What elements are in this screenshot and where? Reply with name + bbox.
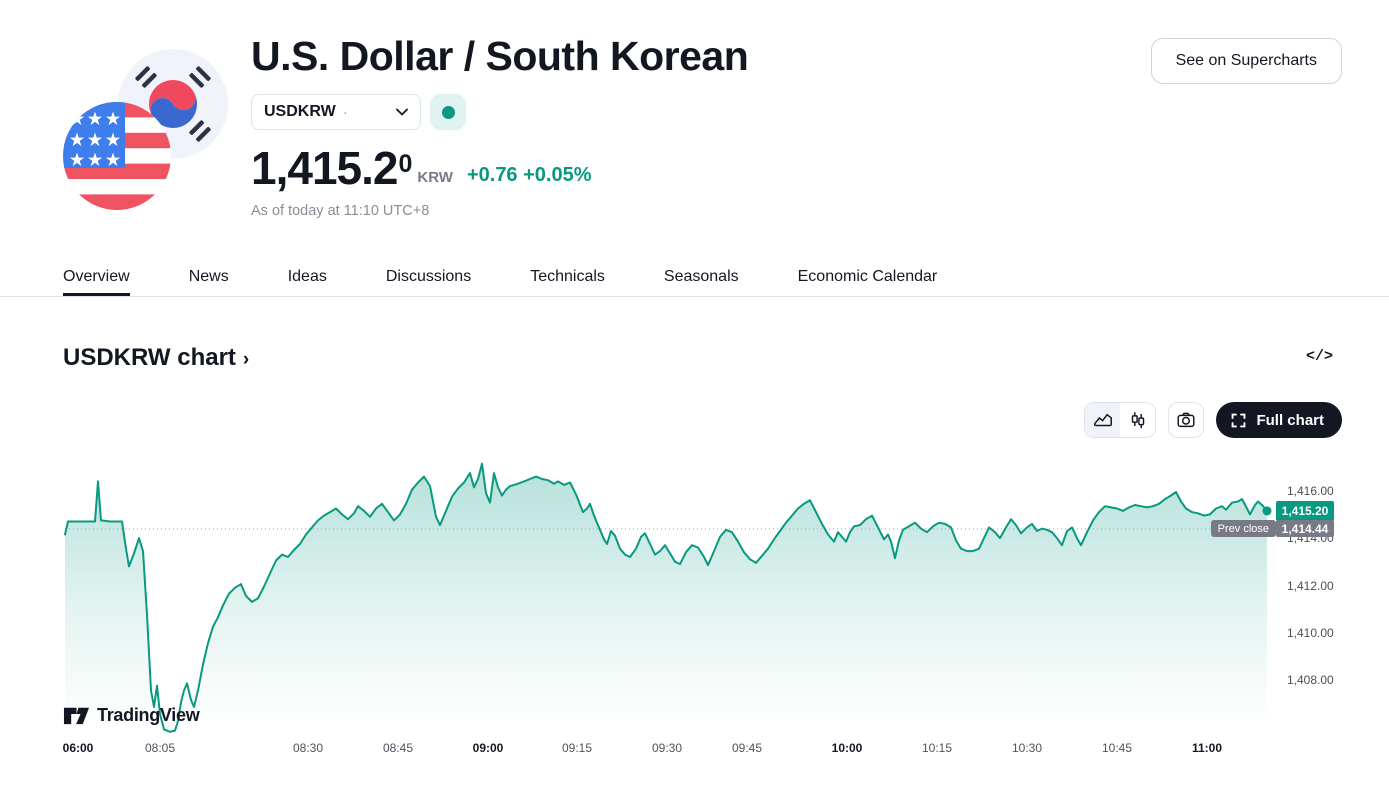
x-axis-label: 10:15 <box>921 741 953 755</box>
y-axis-label: 1,416.00 <box>1287 484 1334 498</box>
y-axis-label: 1,410.00 <box>1287 625 1334 640</box>
x-axis-label: 11:00 <box>1191 741 1223 755</box>
current-price-badge: 1,415.20 <box>1276 500 1334 521</box>
symbol-separator: · <box>342 103 348 121</box>
x-axis-label: 09:00 <box>472 741 504 755</box>
chart-type-toggle <box>1084 402 1157 438</box>
last-price: 1,415.2 <box>251 142 398 194</box>
tab-technicals[interactable]: Technicals <box>530 267 605 285</box>
tradingview-logo-text: TradingView <box>97 705 200 725</box>
embed-code-icon[interactable]: </> <box>1305 348 1333 365</box>
tab-news[interactable]: News <box>188 267 229 285</box>
area-chart-icon <box>1094 413 1112 427</box>
x-axis-label: 10:30 <box>1011 741 1043 755</box>
full-chart-label: Full chart <box>1256 411 1324 429</box>
symbol-row: USDKRW · <box>251 94 466 130</box>
as-of-timestamp: As of today at 11:10 UTC+8 <box>251 203 430 219</box>
tab-ideas[interactable]: Ideas <box>287 267 327 285</box>
price-change: +0.76 +0.05% <box>466 164 592 186</box>
tradingview-logo-icon <box>63 707 90 725</box>
x-axis-label: 06:00 <box>62 741 94 755</box>
last-price-dot <box>1262 506 1272 516</box>
chevron-right-icon: › <box>242 348 250 370</box>
see-on-supercharts-button[interactable]: See on Supercharts <box>1150 38 1342 84</box>
symbol-label: USDKRW <box>264 103 336 120</box>
candlestick-icon <box>1131 412 1145 429</box>
price-chart[interactable]: 1,416.00 1,414.00 1,412.00 1,410.00 1,408.00… <box>0 455 1389 785</box>
price-line <box>64 462 1268 733</box>
price-row: 1,415.2 0 KRW +0.76 +0.05% <box>251 142 592 194</box>
currency-label: KRW <box>417 169 453 186</box>
tab-bar: Overview News Ideas Discussions Technicals Se… <box>0 257 1389 297</box>
prev-close-label-badge: Prev close <box>1210 520 1276 538</box>
chart-heading-link[interactable]: USDKRW chart › <box>63 344 249 372</box>
candles-chart-type-button[interactable] <box>1120 403 1155 437</box>
market-status-badge[interactable] <box>430 94 466 130</box>
pair-flags <box>63 49 231 213</box>
page-title: U.S. Dollar / South Korean <box>251 33 749 79</box>
last-price-superscript: 0 <box>398 150 412 178</box>
full-chart-button[interactable]: Full chart <box>1216 402 1342 438</box>
camera-icon <box>1177 412 1196 428</box>
x-axis-label: 08:05 <box>144 741 176 755</box>
prev-close-value-badge: 1,414.44 <box>1276 520 1334 538</box>
x-axis-label: 10:45 <box>1101 741 1133 755</box>
tab-discussions[interactable]: Discussions <box>385 267 472 285</box>
chart-toolbar: Full chart <box>1084 402 1342 438</box>
y-axis-label: 1,408.00 <box>1287 673 1334 687</box>
x-axis-label: 08:45 <box>382 741 414 755</box>
x-axis-label: 08:30 <box>292 741 324 755</box>
chart-section-header: USDKRW chart › </> <box>0 344 1389 376</box>
y-axis-label: 1,412.00 <box>1287 578 1334 593</box>
area-fill <box>65 463 1267 747</box>
tab-seasonals[interactable]: Seasonals <box>663 267 739 285</box>
x-axis-label: 09:30 <box>651 741 683 755</box>
chart-heading-text: USDKRW chart <box>63 344 236 371</box>
snapshot-button[interactable] <box>1168 402 1205 438</box>
tradingview-logo[interactable]: TradingView <box>63 702 200 729</box>
market-open-dot-icon <box>441 105 455 119</box>
us-flag-icon <box>63 102 171 210</box>
tab-economic-calendar[interactable]: Economic Calendar <box>797 267 938 285</box>
tab-overview[interactable]: Overview <box>63 257 130 296</box>
x-axis-label: 09:15 <box>561 741 593 755</box>
symbol-dropdown[interactable]: USDKRW · <box>251 94 421 130</box>
fullscreen-icon <box>1232 413 1246 427</box>
x-axis-label: 10:00 <box>831 741 863 755</box>
x-axis-label: 09:45 <box>731 741 763 755</box>
chevron-down-icon <box>396 108 408 116</box>
tabs: Overview News Ideas Discussions Technicals Se… <box>0 257 1389 296</box>
area-chart-plot <box>64 462 1282 747</box>
area-chart-type-button[interactable] <box>1085 403 1121 437</box>
